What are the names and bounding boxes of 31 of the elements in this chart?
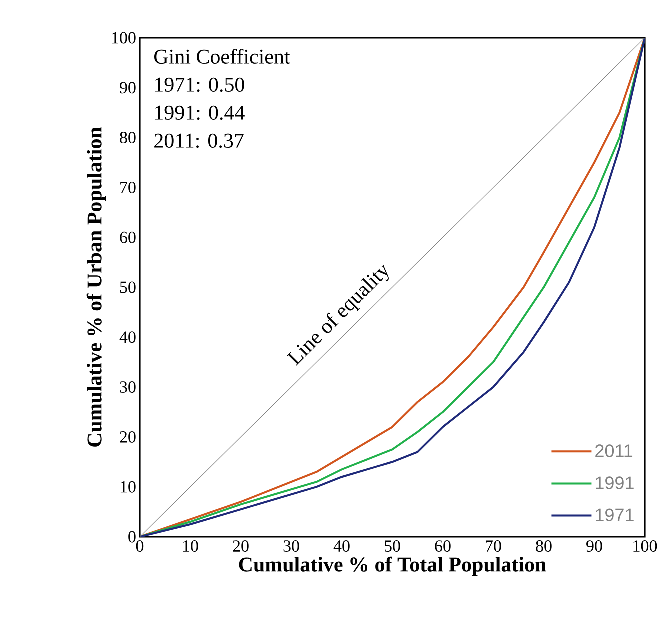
x-tick-label: 30 (284, 540, 300, 552)
x-tick-label: 60 (435, 540, 451, 552)
y-tick-label: 0 (128, 531, 136, 543)
x-tick-label: 0 (136, 540, 144, 552)
y-tick-label: 40 (120, 332, 136, 344)
y-tick-label: 30 (120, 382, 136, 394)
x-tick-label: 20 (233, 540, 249, 552)
y-tick-label: 70 (120, 182, 136, 194)
y-tick-label: 80 (120, 132, 136, 144)
x-tick-label: 70 (486, 540, 502, 552)
legend-label: 1971 (596, 508, 634, 522)
y-tick-label: 50 (120, 282, 136, 294)
y-tick-label: 20 (120, 431, 136, 443)
y-tick-label: 90 (120, 82, 136, 94)
y-tick-label: 100 (112, 32, 136, 44)
y-tick-label: 60 (120, 232, 136, 244)
x-axis-title: Cumulative % of Total Population (239, 556, 546, 576)
x-tick-label: 40 (334, 540, 350, 552)
y-tick-label: 10 (120, 481, 136, 493)
x-tick-label: 50 (384, 540, 400, 552)
x-tick-label: 100 (634, 540, 658, 552)
x-tick-label: 90 (586, 540, 602, 552)
annotation: 2011: 0.37 (154, 134, 244, 148)
annotation: 1971: 0.50 (155, 78, 244, 92)
x-tick-label: 10 (183, 540, 198, 552)
annotation: Gini Coefficient (154, 49, 290, 64)
legend-label: 1991 (596, 476, 634, 490)
annotation: 1991: 0.44 (155, 106, 245, 120)
y-axis-title: Cumulative % of Urban Population (86, 127, 106, 447)
x-tick-label: 80 (536, 540, 552, 552)
legend-label: 2011 (596, 444, 633, 458)
